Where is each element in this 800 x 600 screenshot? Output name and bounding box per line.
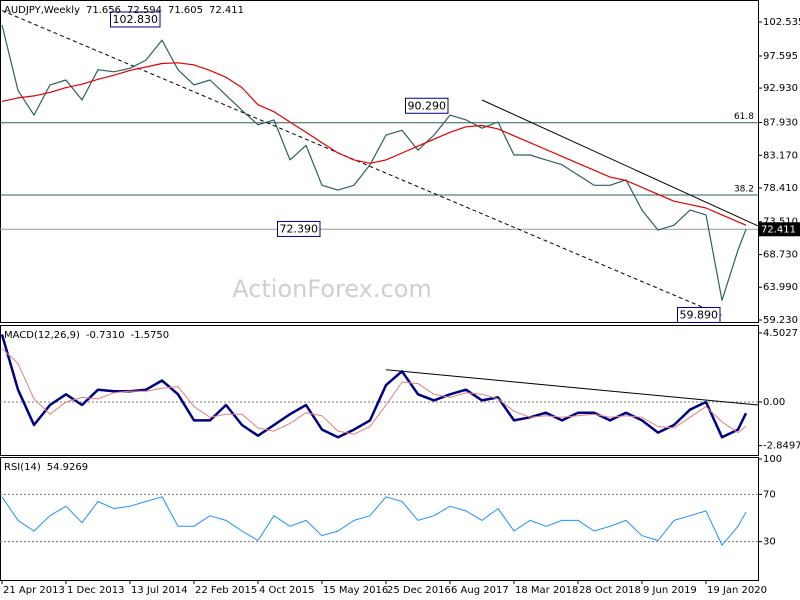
- fib-label: 61.8: [734, 112, 754, 122]
- x-tick-label: 15 May 2016: [323, 585, 388, 596]
- y-tick-label: 102.535: [763, 17, 800, 28]
- x-tick-label: 25 Dec 2016: [387, 585, 451, 596]
- price-label: 59.890: [680, 308, 719, 321]
- y-tick-label: 100: [763, 454, 782, 465]
- panel-header: AUDJPY,Weekly: [4, 5, 80, 16]
- y-tick-label: 4.5027: [763, 328, 798, 339]
- series-line: [1, 62, 747, 226]
- y-tick-label: 78.410: [763, 183, 798, 194]
- panel-frame: [0, 325, 759, 456]
- panel-header: 71.656: [86, 5, 121, 16]
- price-label: 102.830: [113, 13, 159, 26]
- x-tick-label: 9 Jun 2019: [643, 585, 697, 596]
- x-tick-label: 18 Mar 2018: [515, 585, 578, 596]
- y-tick-label: 59.230: [763, 315, 798, 326]
- watermark: ActionForex.com: [232, 275, 432, 303]
- x-tick-label: 22 Feb 2015: [195, 585, 257, 596]
- x-tick-label: 1 Dec 2013: [67, 585, 125, 596]
- trendline: [385, 369, 759, 406]
- y-tick-label: -2.8497: [763, 441, 800, 452]
- x-tick-label: 13 Jul 2014: [131, 585, 188, 596]
- panel-header: 72.411: [209, 5, 244, 16]
- y-tick-label: 97.595: [763, 51, 798, 62]
- price-label-box: [677, 306, 721, 323]
- price-label-box: [110, 11, 161, 28]
- panel-header: MACD(12,26,9): [4, 330, 80, 341]
- y-tick-label: 92.930: [763, 83, 798, 94]
- price-label: 72.390: [280, 222, 319, 235]
- panel-header: -0.7310: [86, 330, 125, 341]
- price-label-box: [405, 97, 449, 114]
- x-tick-label: 4 Oct 2015: [259, 585, 314, 596]
- panel-frame: [0, 0, 759, 323]
- panel-header: 72.594: [127, 5, 162, 16]
- y-tick-label: 73.510: [763, 217, 798, 228]
- x-tick-label: 28 Oct 2018: [579, 585, 641, 596]
- price-label-box: [277, 220, 321, 237]
- series-line: [1, 24, 747, 301]
- series-line: [1, 347, 747, 435]
- y-tick-label: 30: [763, 537, 776, 548]
- panel-header: -1.5750: [131, 330, 170, 341]
- series-line: [1, 496, 747, 546]
- x-tick-label: 6 Aug 2017: [451, 585, 509, 596]
- panel-header: RSI(14): [4, 462, 41, 473]
- panel-header: 54.9269: [47, 462, 88, 473]
- x-tick-label: 21 Apr 2013: [3, 585, 65, 596]
- last-price-label: 72.411: [761, 224, 796, 235]
- price-label: 90.290: [408, 99, 447, 112]
- panel-frame: [0, 457, 759, 581]
- fib-label: 38.2: [734, 184, 754, 194]
- trendline: [1, 10, 723, 316]
- y-tick-label: 63.990: [763, 282, 798, 293]
- y-tick-label: 83.170: [763, 150, 798, 161]
- last-price-box: [758, 222, 800, 237]
- y-tick-label: 68.730: [763, 250, 798, 261]
- y-tick-label: 87.930: [763, 117, 798, 128]
- y-tick-label: 70: [763, 489, 776, 500]
- x-tick-label: 19 Jan 2020: [707, 585, 767, 596]
- y-tick-label: 0.00: [763, 397, 785, 408]
- trendline: [481, 99, 759, 227]
- panel-header: 71.605: [168, 5, 203, 16]
